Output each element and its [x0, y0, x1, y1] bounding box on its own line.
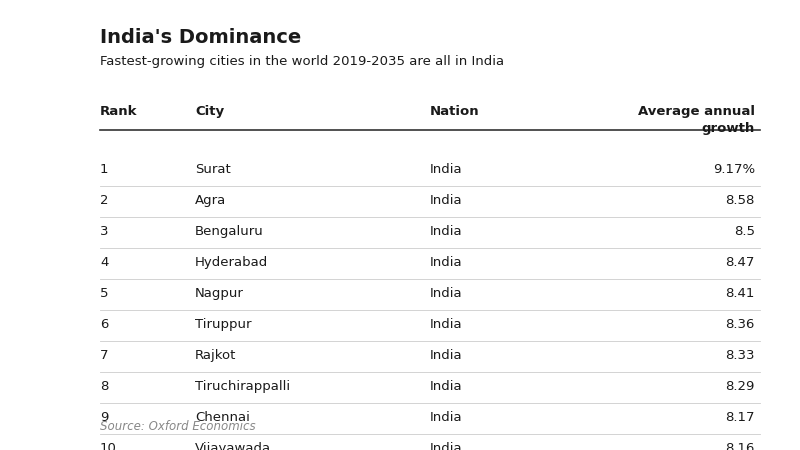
Text: India: India	[430, 349, 462, 362]
Text: 8.36: 8.36	[726, 318, 755, 331]
Text: 8.5: 8.5	[734, 225, 755, 238]
Text: 5: 5	[100, 287, 109, 300]
Text: 8.41: 8.41	[726, 287, 755, 300]
Text: India: India	[430, 225, 462, 238]
Text: Nation: Nation	[430, 105, 480, 118]
Text: 2: 2	[100, 194, 109, 207]
Text: India: India	[430, 318, 462, 331]
Text: Rank: Rank	[100, 105, 138, 118]
Text: Average annual
growth: Average annual growth	[638, 105, 755, 135]
Text: India: India	[430, 256, 462, 269]
Text: Fastest-growing cities in the world 2019-2035 are all in India: Fastest-growing cities in the world 2019…	[100, 55, 504, 68]
Text: India: India	[430, 287, 462, 300]
Text: Vijayawada: Vijayawada	[195, 442, 271, 450]
Text: 8.33: 8.33	[726, 349, 755, 362]
Text: 4: 4	[100, 256, 108, 269]
Text: Chennai: Chennai	[195, 411, 250, 424]
Text: India: India	[430, 442, 462, 450]
Text: 8.47: 8.47	[726, 256, 755, 269]
Text: 6: 6	[100, 318, 108, 331]
Text: Source: Oxford Economics: Source: Oxford Economics	[100, 420, 256, 433]
Text: 10: 10	[100, 442, 117, 450]
Text: Bengaluru: Bengaluru	[195, 225, 264, 238]
Text: 8.17: 8.17	[726, 411, 755, 424]
Text: 8: 8	[100, 380, 108, 393]
Text: City: City	[195, 105, 224, 118]
Text: India: India	[430, 380, 462, 393]
Text: India: India	[430, 411, 462, 424]
Text: 7: 7	[100, 349, 109, 362]
Text: Agra: Agra	[195, 194, 226, 207]
Text: India: India	[430, 163, 462, 176]
Text: 1: 1	[100, 163, 109, 176]
Text: 8.58: 8.58	[726, 194, 755, 207]
Text: Hyderabad: Hyderabad	[195, 256, 268, 269]
Text: 8.29: 8.29	[726, 380, 755, 393]
Text: 3: 3	[100, 225, 109, 238]
Text: Tiruchirappalli: Tiruchirappalli	[195, 380, 290, 393]
Text: 9: 9	[100, 411, 108, 424]
Text: 8.16: 8.16	[726, 442, 755, 450]
Text: 9.17%: 9.17%	[713, 163, 755, 176]
Text: Nagpur: Nagpur	[195, 287, 244, 300]
Text: India: India	[430, 194, 462, 207]
Text: Rajkot: Rajkot	[195, 349, 236, 362]
Text: Tiruppur: Tiruppur	[195, 318, 251, 331]
Text: India's Dominance: India's Dominance	[100, 28, 302, 47]
Text: Surat: Surat	[195, 163, 230, 176]
